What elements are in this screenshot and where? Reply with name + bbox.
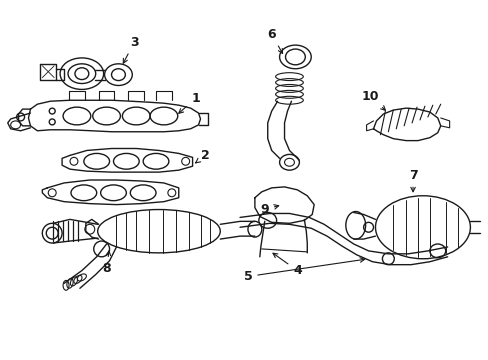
Text: 7: 7: [408, 168, 417, 192]
Text: 10: 10: [361, 90, 385, 110]
Text: 3: 3: [123, 36, 138, 63]
Text: 6: 6: [267, 28, 282, 53]
Text: 1: 1: [179, 92, 200, 113]
Text: 9: 9: [260, 203, 278, 216]
Text: 4: 4: [272, 253, 301, 277]
Text: 8: 8: [102, 251, 111, 275]
Text: 2: 2: [195, 149, 209, 163]
Text: 5: 5: [243, 258, 364, 283]
